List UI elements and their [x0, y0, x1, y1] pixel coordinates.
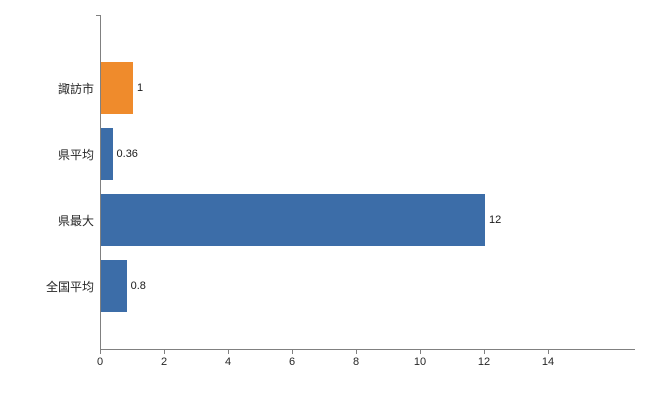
x-axis-tick: [228, 350, 229, 354]
bar-value-label: 0.8: [130, 280, 146, 292]
x-axis-tick-label: 6: [288, 356, 296, 368]
x-axis-tick: [164, 350, 165, 354]
x-axis-tick-label: 4: [224, 356, 232, 368]
x-axis-tick-label: 0: [96, 356, 104, 368]
plot-area: [100, 15, 635, 350]
x-axis-tick: [420, 350, 421, 354]
x-axis-tick: [292, 350, 293, 354]
x-axis-tick-label: 2: [160, 356, 168, 368]
x-axis-tick-label: 14: [541, 356, 555, 368]
x-axis-tick-label: 10: [413, 356, 427, 368]
x-axis-tick: [484, 350, 485, 354]
bar-0: [101, 62, 133, 114]
bar-value-label: 12: [489, 214, 502, 226]
bar-1: [101, 128, 113, 180]
category-label: 県最大: [57, 213, 94, 228]
category-label: 全国平均: [45, 279, 94, 294]
x-axis-tick: [100, 350, 101, 354]
bar-value-label: 0.36: [116, 148, 138, 160]
bar-2: [101, 194, 485, 246]
x-axis-tick-label: 12: [477, 356, 491, 368]
category-label: 諏訪市: [57, 81, 94, 96]
bar-3: [101, 260, 127, 312]
y-axis-end-tick: [96, 15, 100, 16]
category-label: 県平均: [57, 147, 94, 162]
x-axis-tick-label: 8: [352, 356, 360, 368]
bar-value-label: 1: [137, 82, 144, 94]
x-axis-tick: [356, 350, 357, 354]
x-axis-tick: [548, 350, 549, 354]
